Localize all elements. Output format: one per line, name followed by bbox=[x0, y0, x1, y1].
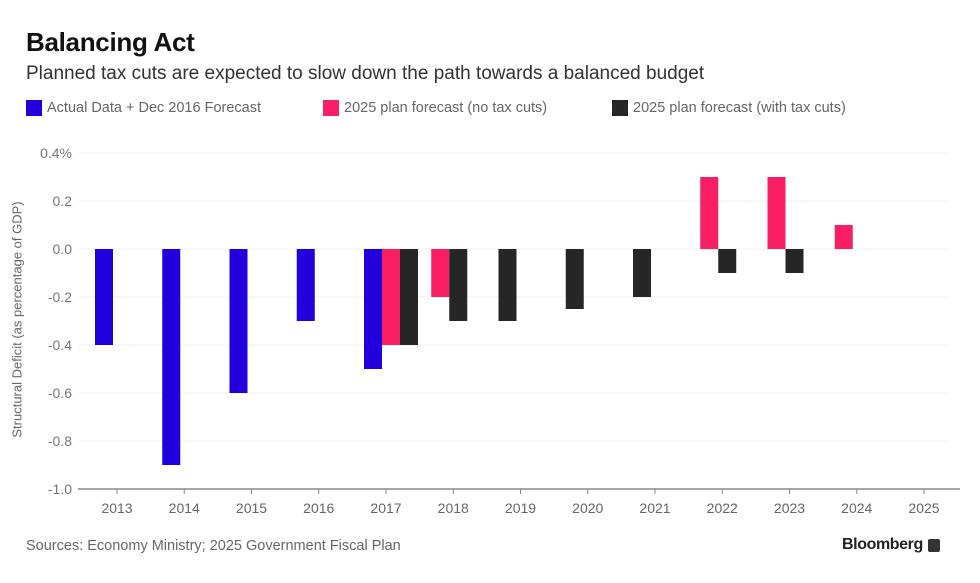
bar-no_tax_cuts-2018 bbox=[431, 249, 450, 297]
bar-actual-2017 bbox=[364, 249, 382, 369]
bar-with_tax_cuts-2017 bbox=[400, 249, 418, 345]
legend-item-no-tax-cuts: 2025 plan forecast (no tax cuts) bbox=[323, 100, 547, 116]
y-tick-label: -0.2 bbox=[48, 289, 72, 305]
x-tick-label: 2018 bbox=[438, 500, 469, 516]
source-note: Sources: Economy Ministry; 2025 Governme… bbox=[26, 538, 401, 554]
x-tick-label: 2022 bbox=[707, 500, 738, 516]
bar-actual-2014 bbox=[162, 249, 181, 465]
x-tick-label: 2020 bbox=[572, 500, 603, 516]
bar-with_tax_cuts-2019 bbox=[498, 249, 517, 321]
bar-with_tax_cuts-2022 bbox=[718, 249, 737, 273]
x-tick-label: 2014 bbox=[169, 500, 200, 516]
legend-item-with-tax-cuts: 2025 plan forecast (with tax cuts) bbox=[612, 100, 846, 116]
bar-with_tax_cuts-2021 bbox=[633, 249, 651, 297]
bar-with_tax_cuts-2018 bbox=[449, 249, 468, 321]
brand-name: Bloomberg bbox=[842, 536, 923, 553]
legend-label-no-tax-cuts: 2025 plan forecast (no tax cuts) bbox=[344, 100, 548, 116]
x-tick-label: 2015 bbox=[236, 500, 267, 516]
y-tick-label: -0.8 bbox=[48, 433, 72, 449]
x-tick-label: 2025 bbox=[908, 500, 939, 516]
y-tick-label: -1.0 bbox=[48, 481, 72, 497]
bar-with_tax_cuts-2020 bbox=[565, 249, 584, 309]
legend-item-actual: Actual Data + Dec 2016 Forecast bbox=[26, 100, 261, 116]
y-tick-label: -0.4 bbox=[48, 337, 72, 353]
bar-actual-2015 bbox=[229, 249, 248, 393]
legend-label-actual: Actual Data + Dec 2016 Forecast bbox=[47, 100, 261, 116]
bloomberg-logo-icon bbox=[927, 538, 940, 552]
legend-swatch-with-tax-cuts bbox=[612, 100, 628, 116]
bar-no_tax_cuts-2023 bbox=[767, 177, 786, 249]
chart-subtitle: Planned tax cuts are expected to slow do… bbox=[26, 63, 705, 84]
legend-swatch-actual bbox=[26, 100, 42, 116]
legend-label-with-tax-cuts: 2025 plan forecast (with tax cuts) bbox=[633, 100, 846, 116]
bar-no_tax_cuts-2017 bbox=[382, 249, 400, 345]
x-tick-label: 2013 bbox=[101, 500, 132, 516]
bar-with_tax_cuts-2023 bbox=[785, 249, 804, 273]
x-tick-label: 2021 bbox=[639, 500, 670, 516]
brand-logo: Bloomberg bbox=[842, 536, 940, 554]
bar-no_tax_cuts-2024 bbox=[834, 225, 853, 249]
y-tick-label: -0.6 bbox=[48, 385, 72, 401]
x-tick-label: 2024 bbox=[841, 500, 872, 516]
bar-actual-2013 bbox=[95, 249, 113, 345]
y-tick-label: 0.2 bbox=[53, 193, 73, 209]
legend-swatch-no-tax-cuts bbox=[323, 100, 339, 116]
x-tick-label: 2016 bbox=[303, 500, 334, 516]
bar-actual-2016 bbox=[296, 249, 315, 321]
x-tick-label: 2023 bbox=[774, 500, 805, 516]
x-tick-label: 2019 bbox=[505, 500, 536, 516]
x-tick-label: 2017 bbox=[370, 500, 401, 516]
chart-title: Balancing Act bbox=[26, 27, 195, 57]
bar-no_tax_cuts-2022 bbox=[700, 177, 719, 249]
y-tick-label: 0.4% bbox=[40, 145, 72, 161]
y-tick-label: 0.0 bbox=[53, 241, 73, 257]
